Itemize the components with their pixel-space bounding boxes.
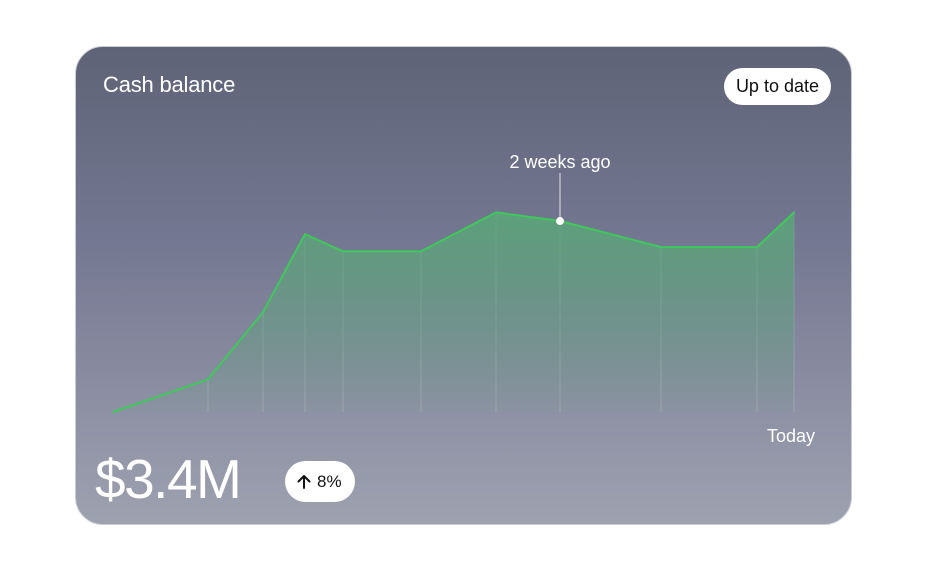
change-badge: 8% xyxy=(285,461,355,502)
highlight-label: 2 weeks ago xyxy=(509,152,610,172)
balance-value: $3.4M xyxy=(95,448,242,510)
change-value: 8% xyxy=(317,471,342,491)
x-axis-labels: Today xyxy=(767,426,815,446)
x-tick-label: Today xyxy=(767,426,815,446)
card-title: Cash balance xyxy=(103,72,236,97)
cash-balance-card: Cash balance Up to date 2 weeks ago Toda… xyxy=(75,46,852,525)
cash-balance-chart: 2 weeks ago Today xyxy=(112,152,815,446)
arrow-up-icon xyxy=(297,474,311,489)
status-badge: Up to date xyxy=(723,68,831,105)
chart-area xyxy=(113,212,794,412)
chart-line xyxy=(112,211,795,413)
highlight-point[interactable] xyxy=(556,217,564,226)
